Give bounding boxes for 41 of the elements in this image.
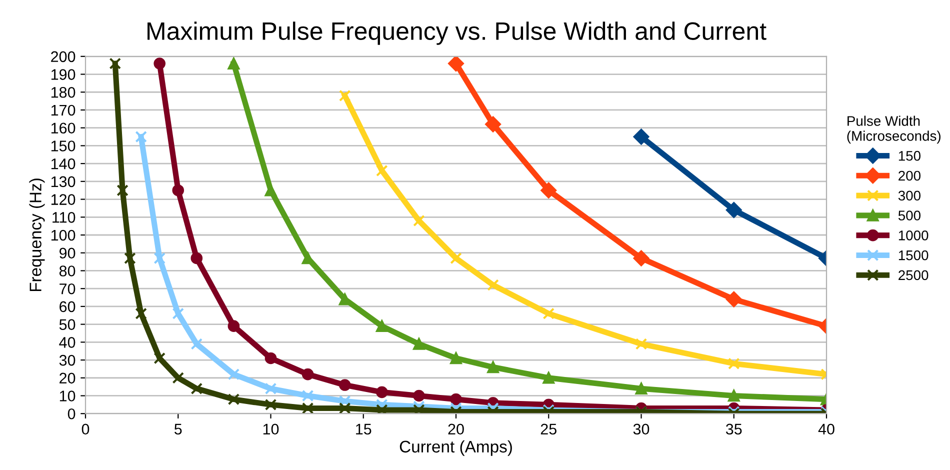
legend-label: 2500 [898, 270, 928, 280]
y-tick-label: 40 [59, 337, 76, 348]
x-tick-label: 35 [726, 424, 742, 435]
x-tick-label: 5 [174, 424, 182, 435]
legend-title: Pulse Width (Microseconds) [847, 116, 940, 144]
legend-label: 150 [898, 150, 920, 161]
y-tick-label: 100 [51, 230, 76, 241]
y-tick-label: 150 [51, 140, 76, 152]
y-tick-label: 130 [51, 176, 76, 188]
y-tick-label: 170 [51, 104, 76, 116]
legend-label: 500 [898, 210, 920, 220]
x-tick-label: 15 [356, 424, 372, 435]
y-tick-label: 110 [52, 212, 76, 223]
x-tick-label: 25 [540, 424, 556, 435]
y-tick-label: 120 [51, 194, 76, 205]
y-tick-label: 90 [60, 248, 76, 259]
x-tick-label: 20 [448, 424, 464, 435]
x-tick-label: 0 [82, 424, 90, 435]
y-tick-label: 80 [59, 266, 76, 276]
legend-label: 200 [898, 170, 920, 181]
x-tick-label: 10 [263, 424, 279, 435]
y-tick-label: 160 [51, 122, 76, 134]
legend-label: 1000 [898, 230, 928, 240]
x-tick-label: 40 [818, 424, 834, 435]
legend-label: 300 [898, 190, 920, 201]
chart-title: Maximum Pulse Frequency vs. Pulse Width and Current [148, 22, 766, 45]
x-axis-title: Current (Amps) [400, 440, 512, 456]
y-tick-label: 70 [60, 283, 76, 294]
y-tick-label: 20 [60, 372, 76, 384]
y-tick-label: 0 [68, 408, 76, 420]
y-tick-label: 50 [59, 319, 76, 330]
y-tick-label: 200 [51, 51, 76, 62]
x-tick-label: 30 [633, 424, 650, 435]
y-tick-label: 60 [60, 301, 76, 312]
y-axis-title: Frequency (Hz) [29, 178, 45, 292]
legend-label: 1500 [898, 250, 928, 260]
y-tick-label: 190 [51, 69, 76, 80]
y-tick-label: 10 [60, 390, 76, 402]
y-tick-label: 30 [59, 354, 76, 366]
y-tick-label: 180 [51, 86, 76, 98]
y-tick-label: 140 [51, 158, 76, 170]
